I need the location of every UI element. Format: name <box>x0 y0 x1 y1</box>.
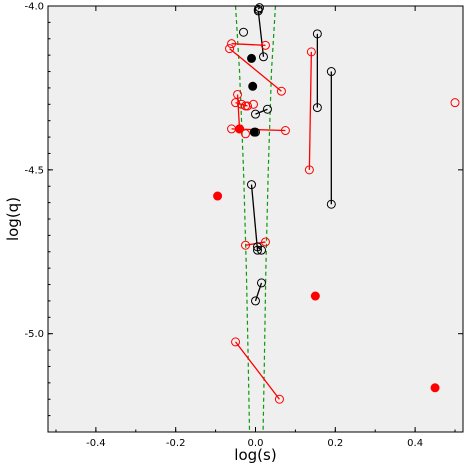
black-open-point <box>251 296 260 306</box>
red-open-point <box>306 47 316 57</box>
x-tick-label: -0.4 <box>86 438 106 449</box>
x-axis: -0.4 -0.2 0.0 0.2 0.4 <box>55 6 456 449</box>
boundary-curve-0 <box>234 5 251 433</box>
red-filled-point <box>235 124 245 134</box>
black-filled-point <box>249 127 259 137</box>
black-open-point <box>258 52 268 62</box>
black-pair-line <box>250 184 259 251</box>
black-open-point <box>256 278 266 288</box>
red-open-point <box>304 165 314 175</box>
y-tick-label: -5.0 <box>24 329 44 340</box>
black-open-point <box>312 29 322 39</box>
black-open-point <box>326 199 336 209</box>
red-open-point <box>276 86 286 96</box>
red-open-point <box>260 40 270 50</box>
red-open-point <box>260 237 270 247</box>
red-open-point <box>249 99 259 109</box>
black-pair-line <box>257 7 261 10</box>
x-tick-label: 0.4 <box>407 438 423 449</box>
red-pair-line <box>235 341 280 400</box>
red-pair-line <box>236 94 241 129</box>
black-open-point <box>239 27 249 37</box>
black-pair-line <box>257 10 265 57</box>
red-open-point <box>274 394 284 404</box>
red-open-point <box>280 126 290 136</box>
y-axis: -4.0 -4.5 -5.0 <box>24 2 463 417</box>
red-open-point <box>227 39 237 49</box>
black-open-point <box>251 109 260 119</box>
black-open-point <box>247 180 257 190</box>
boundary-curves <box>234 5 277 433</box>
x-tick-label: 0.0 <box>248 438 264 449</box>
red-open-point <box>450 98 460 108</box>
red-open-point <box>233 89 243 99</box>
black-open-point <box>312 103 322 113</box>
y-tick-label: -4.0 <box>24 2 44 13</box>
black-filled-point <box>248 81 258 91</box>
red-filled-point <box>310 291 320 301</box>
y-axis-title: log(q) <box>4 197 22 241</box>
black-open-point <box>256 245 266 255</box>
red-open-point <box>241 240 251 250</box>
black-open-point <box>252 245 262 255</box>
black-pair-line <box>254 282 263 302</box>
y-tick-label: -4.5 <box>24 165 44 176</box>
red-open-point <box>243 101 253 111</box>
plot-background <box>48 6 463 432</box>
black-open-point <box>326 67 336 77</box>
red-filled-point <box>430 383 440 393</box>
red-open-point <box>231 337 241 347</box>
red-pair-line <box>308 51 313 170</box>
black-pair-line <box>255 108 268 115</box>
red-pair-line <box>231 43 266 46</box>
red-open-point <box>231 98 241 108</box>
boundary-curve-1 <box>262 5 277 433</box>
black-open-point <box>253 6 263 16</box>
black-filled-point <box>247 53 257 63</box>
x-tick-label: 0.2 <box>327 438 343 449</box>
red-open-point <box>241 129 251 139</box>
x-axis-title: log(s) <box>234 446 276 464</box>
black-open-point <box>262 104 272 114</box>
red-open-point <box>225 44 235 54</box>
red-pair-line <box>229 48 282 92</box>
red-filled-point <box>213 191 223 201</box>
red-open-point <box>237 99 247 109</box>
x-tick-label: -0.2 <box>166 438 186 449</box>
